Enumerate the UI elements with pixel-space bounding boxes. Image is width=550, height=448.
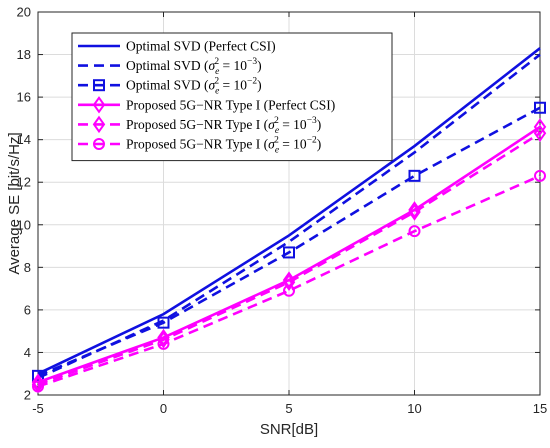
series-3-point bbox=[157, 316, 170, 329]
legend-entry: Proposed 5G−NR Type I (σe2 = 10−2) bbox=[78, 136, 321, 156]
legend-label-equals: = 10 bbox=[219, 78, 247, 93]
legend-label-sigma: σ bbox=[209, 78, 217, 93]
series-5-point bbox=[157, 330, 170, 349]
series-6-point bbox=[534, 169, 546, 182]
legend-label: Proposed 5G−NR Type I (Perfect CSI) bbox=[126, 97, 335, 112]
legend-label-exponent: −2 bbox=[307, 136, 317, 146]
legend-entry: Optimal SVD (Perfect CSI) bbox=[78, 39, 276, 54]
legend-label-subscript: e bbox=[215, 67, 219, 77]
series-6 bbox=[32, 169, 546, 393]
y-tick-label: 16 bbox=[17, 90, 31, 105]
series-4-point bbox=[408, 201, 421, 219]
legend-label-prefix: Optimal SVD ( bbox=[126, 78, 209, 93]
legend-entry: Optimal SVD (σe2 = 10−2) bbox=[78, 77, 262, 97]
series-4-point bbox=[31, 373, 45, 391]
legend-label-prefix: Proposed 5G−NR Type I ( bbox=[126, 137, 269, 152]
legend-label-text: Proposed 5G−NR Type I (Perfect CSI) bbox=[126, 97, 335, 112]
legend-label-prefix: Optimal SVD ( bbox=[126, 58, 209, 73]
legend-label-prefix: Proposed 5G−NR Type I ( bbox=[126, 117, 269, 132]
legend-label-suffix: ) bbox=[317, 137, 322, 152]
legend-label: Proposed 5G−NR Type I (σe2 = 10−2) bbox=[126, 136, 321, 156]
legend-label-superscript: 2 bbox=[274, 116, 279, 126]
legend-label: Optimal SVD (Perfect CSI) bbox=[126, 39, 276, 54]
tick-layer: -5 0 5 10 15 2 4 6 8 10 12 14 16 18 20 bbox=[17, 5, 548, 417]
legend-label-equals: = 10 bbox=[219, 58, 247, 73]
series-4-point bbox=[282, 271, 296, 289]
legend: Optimal SVD (Perfect CSI)Optimal SVD (σe… bbox=[71, 32, 393, 162]
series-3-point bbox=[408, 169, 421, 182]
legend-marker-swatch bbox=[92, 115, 106, 134]
legend-marker-swatch bbox=[93, 138, 105, 150]
series-4-line bbox=[37, 125, 541, 384]
legend-label-text: Optimal SVD (Perfect CSI) bbox=[126, 39, 276, 54]
legend-label-equals: = 10 bbox=[279, 137, 307, 152]
series-3-point bbox=[534, 101, 546, 114]
legend-label-superscript: 2 bbox=[214, 77, 219, 87]
y-tick-label: 10 bbox=[17, 217, 31, 232]
x-tick-label: 10 bbox=[407, 401, 421, 416]
legend-marker-swatch bbox=[92, 96, 106, 114]
series-3-point bbox=[283, 246, 295, 259]
y-tick-label: 6 bbox=[24, 302, 31, 317]
series-5-point bbox=[282, 273, 296, 291]
series-6-point bbox=[32, 380, 44, 393]
x-tick-label: 0 bbox=[160, 401, 167, 416]
series-5-point bbox=[533, 124, 547, 143]
legend-label: Optimal SVD (σe2 = 10−2) bbox=[126, 77, 262, 97]
series-6-line bbox=[37, 174, 541, 388]
legend-label-suffix: ) bbox=[317, 117, 322, 132]
series-layer bbox=[31, 47, 547, 394]
y-tick-label: 18 bbox=[17, 47, 31, 62]
y-tick-label: 2 bbox=[24, 388, 31, 403]
series-5-point bbox=[408, 203, 421, 221]
x-tick-label: -5 bbox=[32, 401, 44, 416]
series-6-point bbox=[408, 225, 421, 238]
legend-marker-swatch bbox=[93, 79, 105, 92]
y-tick-label: 8 bbox=[24, 260, 31, 275]
legend-entry: Proposed 5G−NR Type I (Perfect CSI) bbox=[78, 96, 335, 114]
y-tick-label: 12 bbox=[17, 175, 31, 190]
series-1-line bbox=[37, 47, 541, 375]
legend-label: Proposed 5G−NR Type I (σe2 = 10−3) bbox=[126, 116, 321, 136]
series-5-line bbox=[37, 132, 541, 386]
x-tick-label: 15 bbox=[533, 401, 547, 416]
legend-label-sigma: σ bbox=[268, 117, 276, 132]
legend-label-subscript: e bbox=[275, 126, 279, 136]
series-1 bbox=[37, 47, 541, 375]
legend-entry: Optimal SVD (σe2 = 10−3) bbox=[78, 57, 262, 77]
legend-label-sigma: σ bbox=[268, 137, 276, 152]
legend-label-superscript: 2 bbox=[274, 136, 279, 146]
legend-box bbox=[71, 32, 393, 162]
legend-label-exponent: −2 bbox=[247, 77, 257, 87]
legend-label-equals: = 10 bbox=[279, 117, 307, 132]
series-3-line bbox=[37, 106, 541, 378]
series-3 bbox=[32, 101, 546, 382]
legend-label-exponent: −3 bbox=[247, 57, 257, 67]
x-axis-label: SNR[dB] bbox=[260, 421, 318, 438]
series-6-point bbox=[283, 284, 295, 297]
legend-label-subscript: e bbox=[215, 87, 219, 97]
legend-label-suffix: ) bbox=[257, 78, 262, 93]
legend-label-exponent: −3 bbox=[307, 116, 317, 126]
legend-label: Optimal SVD (σe2 = 10−3) bbox=[126, 57, 262, 77]
y-tick-label: 4 bbox=[24, 345, 31, 360]
y-tick-label: 20 bbox=[17, 5, 31, 20]
legend-label-superscript: 2 bbox=[214, 57, 219, 67]
x-tick-label: 5 bbox=[285, 401, 292, 416]
y-axis-label: Average SE [bit/s/Hz] bbox=[6, 132, 23, 274]
legend-entry: Proposed 5G−NR Type I (σe2 = 10−3) bbox=[78, 115, 321, 136]
series-6-point bbox=[157, 337, 170, 350]
legend-label-sigma: σ bbox=[209, 58, 217, 73]
y-tick-label: 14 bbox=[17, 132, 31, 147]
legend-label-suffix: ) bbox=[257, 58, 262, 73]
legend-label-subscript: e bbox=[275, 146, 279, 156]
